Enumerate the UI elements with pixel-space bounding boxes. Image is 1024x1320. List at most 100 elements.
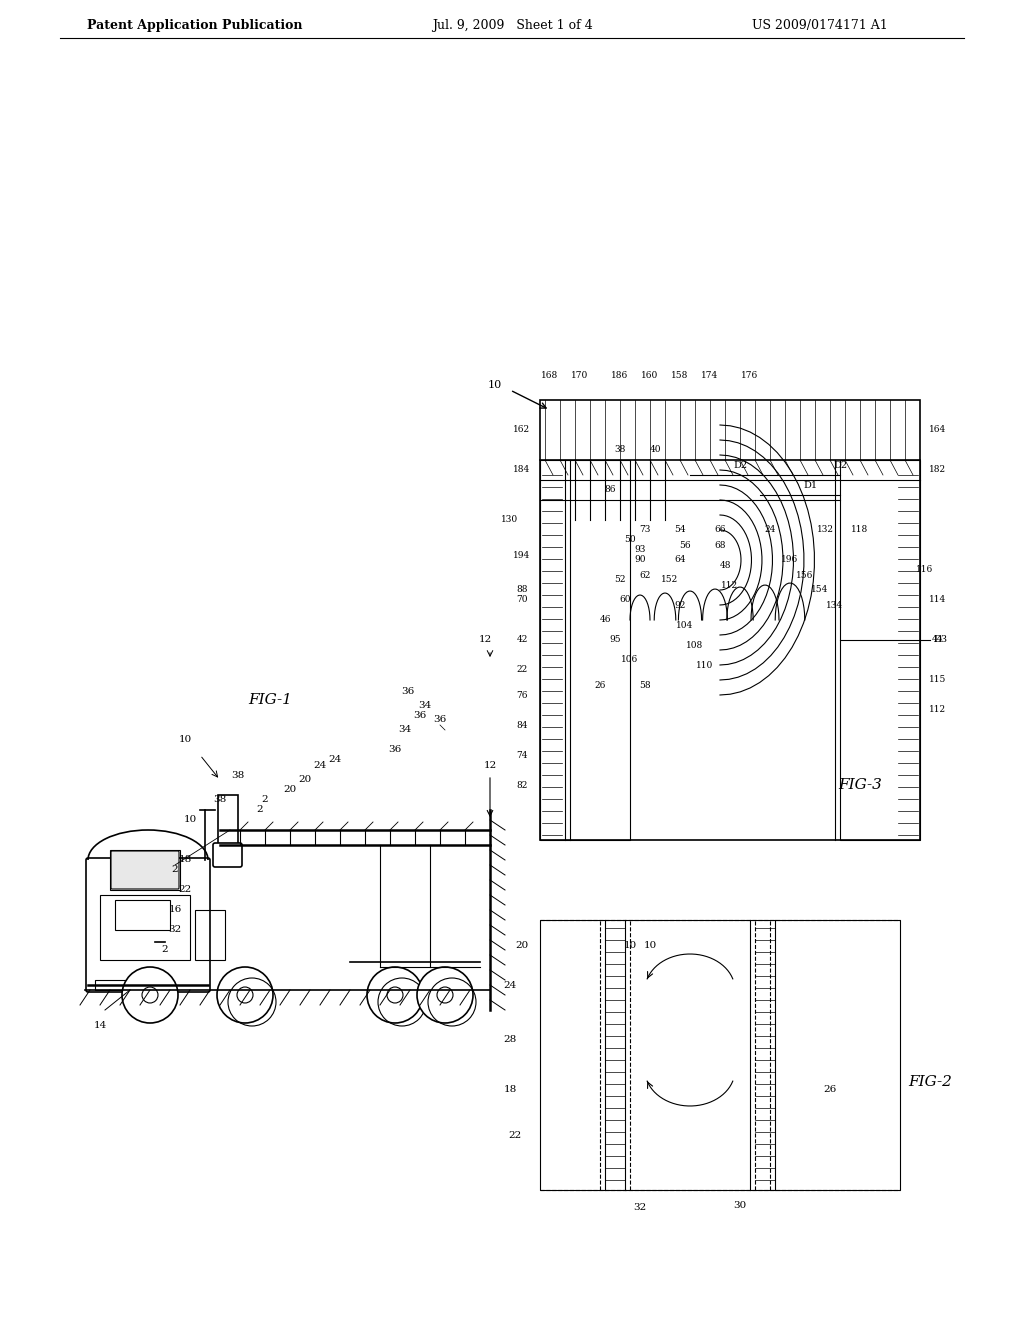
Text: 118: 118 bbox=[851, 525, 868, 535]
Text: 16: 16 bbox=[168, 906, 181, 915]
Text: 2: 2 bbox=[162, 945, 168, 954]
Text: 10: 10 bbox=[624, 940, 637, 949]
Circle shape bbox=[217, 968, 273, 1023]
Text: 12: 12 bbox=[478, 635, 492, 644]
Text: 156: 156 bbox=[797, 570, 814, 579]
Text: 12: 12 bbox=[483, 760, 497, 770]
Text: 74: 74 bbox=[516, 751, 527, 759]
Text: 115: 115 bbox=[930, 676, 946, 685]
Circle shape bbox=[237, 987, 253, 1003]
Text: 106: 106 bbox=[622, 656, 639, 664]
Text: Jul. 9, 2009   Sheet 1 of 4: Jul. 9, 2009 Sheet 1 of 4 bbox=[432, 18, 592, 32]
Text: 36: 36 bbox=[401, 688, 415, 697]
Text: 22: 22 bbox=[508, 1130, 521, 1139]
Text: 104: 104 bbox=[677, 620, 693, 630]
Text: 56: 56 bbox=[679, 540, 691, 549]
Text: 38: 38 bbox=[213, 796, 226, 804]
Text: 170: 170 bbox=[571, 371, 589, 380]
Text: 24: 24 bbox=[329, 755, 342, 764]
Bar bbox=[195, 909, 225, 960]
Text: US 2009/0174171 A1: US 2009/0174171 A1 bbox=[752, 18, 888, 32]
Text: 92: 92 bbox=[675, 601, 686, 610]
Bar bbox=[540, 920, 900, 1191]
Text: 18: 18 bbox=[178, 855, 191, 865]
Bar bbox=[100, 895, 190, 960]
Text: 88: 88 bbox=[516, 586, 527, 594]
Text: 154: 154 bbox=[811, 586, 828, 594]
Text: 93: 93 bbox=[634, 545, 646, 554]
Text: 32: 32 bbox=[634, 1204, 646, 1213]
Text: 24: 24 bbox=[313, 760, 327, 770]
Text: Patent Application Publication: Patent Application Publication bbox=[87, 18, 303, 32]
Circle shape bbox=[417, 968, 473, 1023]
Text: 184: 184 bbox=[513, 466, 530, 474]
Text: 112: 112 bbox=[930, 705, 946, 714]
Text: D3: D3 bbox=[933, 635, 947, 644]
Text: 82: 82 bbox=[516, 780, 527, 789]
Text: 36: 36 bbox=[414, 710, 427, 719]
Text: 10: 10 bbox=[487, 380, 502, 389]
Circle shape bbox=[437, 987, 453, 1003]
Text: 95: 95 bbox=[609, 635, 621, 644]
Bar bbox=[95, 979, 135, 990]
Text: 34: 34 bbox=[419, 701, 432, 710]
FancyBboxPatch shape bbox=[111, 851, 179, 888]
Text: 60: 60 bbox=[620, 595, 631, 605]
Text: 24: 24 bbox=[764, 525, 776, 535]
Text: 50: 50 bbox=[625, 536, 636, 544]
Text: 52: 52 bbox=[614, 576, 626, 585]
Text: 10: 10 bbox=[643, 940, 656, 949]
Text: 66: 66 bbox=[715, 525, 726, 535]
Text: 168: 168 bbox=[542, 371, 559, 380]
Bar bbox=[540, 459, 630, 840]
Text: 174: 174 bbox=[701, 371, 719, 380]
Text: 176: 176 bbox=[741, 371, 759, 380]
Bar bbox=[115, 900, 170, 931]
Text: FIG-2: FIG-2 bbox=[908, 1074, 952, 1089]
Text: D1: D1 bbox=[803, 480, 817, 490]
Text: 10: 10 bbox=[183, 816, 197, 825]
Text: 42: 42 bbox=[516, 635, 527, 644]
Bar bbox=[540, 400, 920, 840]
Text: 114: 114 bbox=[930, 595, 946, 605]
Text: 116: 116 bbox=[916, 565, 934, 574]
Text: 58: 58 bbox=[639, 681, 651, 689]
Text: 86: 86 bbox=[604, 486, 615, 495]
Text: 132: 132 bbox=[816, 525, 834, 535]
Text: 28: 28 bbox=[504, 1035, 517, 1044]
Text: 48: 48 bbox=[719, 561, 731, 569]
Text: 36: 36 bbox=[388, 746, 401, 755]
Text: D2: D2 bbox=[833, 461, 847, 470]
Bar bbox=[110, 850, 180, 890]
Text: 68: 68 bbox=[715, 540, 726, 549]
Text: 134: 134 bbox=[826, 601, 844, 610]
Text: FIG-3: FIG-3 bbox=[838, 777, 882, 792]
Text: 108: 108 bbox=[686, 640, 703, 649]
Bar bbox=[218, 795, 238, 850]
Text: 18: 18 bbox=[504, 1085, 517, 1094]
Text: 32: 32 bbox=[168, 925, 181, 935]
Text: 164: 164 bbox=[930, 425, 946, 434]
Text: 22: 22 bbox=[516, 665, 527, 675]
Text: 130: 130 bbox=[502, 516, 518, 524]
Text: 24: 24 bbox=[504, 981, 517, 990]
Text: 186: 186 bbox=[611, 371, 629, 380]
Text: 110: 110 bbox=[696, 660, 714, 669]
Text: 2: 2 bbox=[172, 866, 178, 874]
Text: 73: 73 bbox=[639, 525, 650, 535]
Text: 152: 152 bbox=[662, 576, 679, 585]
Text: 90: 90 bbox=[634, 556, 646, 565]
Text: 26: 26 bbox=[594, 681, 605, 689]
Text: 20: 20 bbox=[298, 776, 311, 784]
Text: 20: 20 bbox=[284, 785, 297, 795]
Text: 44: 44 bbox=[932, 635, 944, 644]
Text: 158: 158 bbox=[672, 371, 689, 380]
Text: 36: 36 bbox=[433, 715, 446, 725]
Bar bbox=[840, 459, 920, 840]
Text: 2: 2 bbox=[262, 796, 268, 804]
Text: 76: 76 bbox=[516, 690, 527, 700]
Text: 2: 2 bbox=[257, 805, 263, 814]
Text: 34: 34 bbox=[398, 726, 412, 734]
Circle shape bbox=[142, 987, 158, 1003]
Text: 46: 46 bbox=[599, 615, 610, 624]
